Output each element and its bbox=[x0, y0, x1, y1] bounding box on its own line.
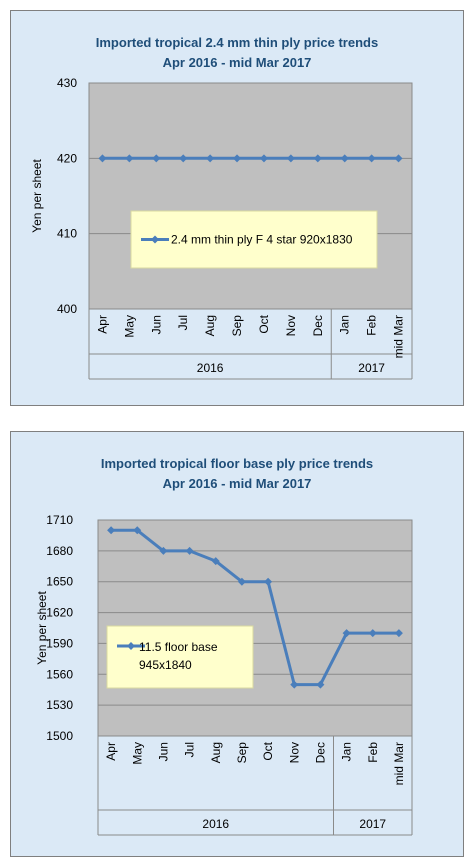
data-point bbox=[367, 154, 376, 163]
y-tick-label: 1560 bbox=[46, 667, 73, 681]
y-tick-label: 410 bbox=[57, 227, 77, 241]
x-tick-label: May bbox=[122, 315, 136, 338]
y-tick-label: 1620 bbox=[46, 606, 73, 620]
chart-title: Imported tropical 2.4 mm thin ply price … bbox=[95, 35, 379, 50]
y-tick-label: 430 bbox=[57, 76, 77, 90]
data-point bbox=[313, 154, 322, 163]
data-point bbox=[233, 154, 242, 163]
legend-marker bbox=[127, 642, 135, 650]
chart-panel-thin-ply: Imported tropical 2.4 mm thin ply price … bbox=[10, 10, 464, 406]
x-tick-label: Sep bbox=[230, 315, 244, 337]
chart-subtitle: Apr 2016 - mid Mar 2017 bbox=[162, 55, 312, 70]
data-point bbox=[368, 629, 377, 638]
x-tick-label: Oct bbox=[261, 741, 275, 760]
x-tick-label: Dec bbox=[313, 742, 327, 763]
data-point bbox=[159, 546, 168, 555]
y-axis-label: Yen per sheet bbox=[35, 591, 49, 665]
legend-marker bbox=[151, 235, 159, 244]
year-group-label: 2017 bbox=[358, 361, 385, 375]
x-tick-label: Apr bbox=[104, 742, 118, 761]
y-tick-label: 1710 bbox=[46, 513, 73, 527]
x-tick-label: Feb bbox=[365, 315, 379, 336]
x-tick-label: mid Mar bbox=[392, 742, 406, 785]
x-tick-label: Apr bbox=[95, 315, 109, 334]
data-point bbox=[316, 680, 325, 689]
y-tick-label: 400 bbox=[57, 302, 77, 316]
x-tick-label: mid Mar bbox=[392, 315, 406, 358]
data-point bbox=[340, 154, 349, 163]
data-point bbox=[133, 526, 142, 535]
y-tick-label: 1650 bbox=[46, 575, 73, 589]
year-group-label: 2016 bbox=[197, 361, 224, 375]
legend-box bbox=[106, 625, 254, 689]
data-point bbox=[290, 680, 299, 689]
data-point bbox=[342, 629, 351, 638]
x-tick-label: Jul bbox=[183, 742, 197, 757]
y-tick-label: 1530 bbox=[46, 698, 73, 712]
x-tick-label: Jan bbox=[340, 742, 354, 761]
data-point bbox=[125, 154, 134, 163]
data-point bbox=[394, 154, 403, 163]
data-point bbox=[237, 577, 246, 586]
x-tick-label: Jun bbox=[156, 742, 170, 761]
x-tick-label: Nov bbox=[284, 315, 298, 336]
year-group-label: 2016 bbox=[202, 817, 229, 831]
y-axis-label: Yen per sheet bbox=[30, 159, 44, 233]
data-point bbox=[264, 577, 273, 586]
chart-floor-base: 1500 1530 1560 1590 1620 1650 1680 1710 Yen per … bbox=[35, 513, 413, 836]
plot-area bbox=[88, 82, 413, 310]
x-tick-label: Jul bbox=[176, 315, 190, 330]
x-tick-label: Dec bbox=[311, 315, 325, 336]
data-point bbox=[394, 629, 403, 638]
data-point bbox=[179, 154, 188, 163]
data-point bbox=[98, 154, 107, 163]
x-tick-label: Nov bbox=[287, 742, 301, 763]
x-tick-label: Jun bbox=[149, 315, 163, 334]
x-tick-label: Jan bbox=[338, 315, 352, 334]
legend-label: 11.5 floor base bbox=[139, 640, 218, 654]
data-point bbox=[206, 154, 215, 163]
x-tick-label: Sep bbox=[235, 742, 249, 764]
data-point bbox=[286, 154, 295, 163]
x-tick-label: Aug bbox=[203, 315, 217, 336]
x-tick-label: Feb bbox=[366, 742, 380, 763]
chart-panel-floor-base: Imported tropical floor base ply price t… bbox=[10, 431, 464, 857]
data-point bbox=[211, 557, 220, 566]
data-point bbox=[259, 154, 268, 163]
chart-title: Imported tropical floor base ply price t… bbox=[100, 456, 374, 471]
legend-label: 2.4 mm thin ply F 4 star 920x1830 bbox=[171, 233, 353, 247]
y-tick-label: 420 bbox=[57, 151, 77, 165]
chart-subtitle: Apr 2016 - mid Mar 2017 bbox=[162, 476, 312, 491]
data-point bbox=[185, 546, 194, 555]
legend-label: 945x1840 bbox=[139, 658, 192, 672]
data-point bbox=[152, 154, 161, 163]
series-line bbox=[111, 528, 399, 687]
x-tick-label: Aug bbox=[209, 742, 223, 763]
y-tick-label: 1500 bbox=[46, 729, 73, 743]
data-point bbox=[107, 526, 116, 535]
y-tick-label: 1590 bbox=[46, 636, 73, 650]
y-tick-label: 1680 bbox=[46, 544, 73, 558]
x-tick-label: May bbox=[130, 742, 144, 765]
chart-thin-ply: 400 410 420 430 Yen per sheet Apr May Jun Jul Aug… bbox=[30, 76, 413, 380]
legend-box bbox=[130, 210, 378, 269]
x-tick-label: Oct bbox=[257, 314, 271, 333]
year-group-label: 2017 bbox=[359, 817, 386, 831]
